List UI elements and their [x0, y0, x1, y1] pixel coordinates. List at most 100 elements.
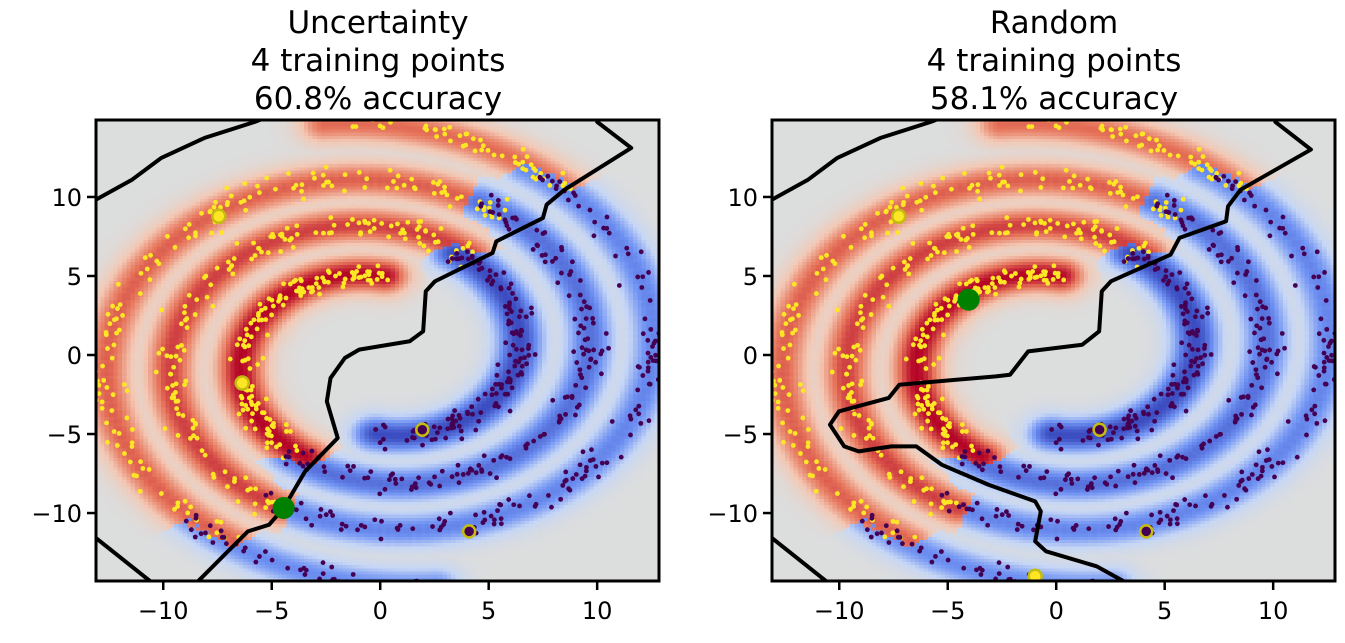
- yellow-point: [781, 311, 787, 317]
- purple-point: [439, 468, 445, 474]
- yellow-point: [848, 244, 854, 250]
- purple-point: [1019, 523, 1025, 529]
- purple-point: [647, 298, 653, 303]
- yellow-point: [1071, 221, 1076, 227]
- yellow-point: [432, 239, 438, 245]
- yellow-point: [786, 303, 792, 309]
- purple-point: [481, 453, 487, 459]
- purple-point: [1241, 394, 1246, 400]
- yellow-point: [1100, 127, 1106, 133]
- yellow-point: [858, 498, 864, 504]
- purple-point: [515, 372, 521, 378]
- yellow-point: [805, 440, 811, 446]
- yellow-point: [1038, 220, 1044, 225]
- yellow-point: [932, 310, 937, 316]
- yellow-point: [818, 255, 824, 261]
- yellow-point: [858, 382, 863, 388]
- purple-point: [636, 411, 642, 417]
- yellow-point: [945, 312, 951, 318]
- yellow-point: [928, 253, 934, 258]
- yellow-point: [1002, 179, 1007, 185]
- purple-point: [503, 340, 509, 346]
- yellow-point: [878, 275, 883, 280]
- purple-point: [576, 203, 582, 209]
- purple-point: [557, 417, 563, 423]
- purple-point: [542, 230, 548, 235]
- yellow-point: [271, 424, 276, 430]
- yellow-point: [356, 220, 362, 226]
- purple-point: [437, 483, 443, 489]
- yellow-point: [814, 459, 819, 465]
- purple-point: [518, 333, 523, 338]
- yellow-point: [177, 357, 183, 363]
- yellow-point: [941, 250, 947, 256]
- purple-point: [578, 278, 583, 283]
- purple-point: [599, 348, 605, 354]
- purple-point: [1167, 517, 1173, 523]
- purple-point: [1321, 337, 1327, 343]
- yellow-point: [928, 426, 934, 432]
- purple-point: [465, 470, 471, 476]
- yellow-point: [228, 193, 234, 199]
- yellow-point: [308, 289, 314, 295]
- random-plot: −10 −5 0 5 10 −10 −5 0 5 10: [707, 118, 1337, 625]
- yellow-point: [920, 332, 926, 338]
- purple-point: [530, 247, 536, 252]
- yellow-point: [434, 134, 440, 139]
- yellow-point: [362, 220, 368, 225]
- yellow-point: [927, 240, 932, 246]
- yellow-point: [176, 411, 181, 417]
- yellow-point: [457, 133, 463, 139]
- purple-point: [1123, 510, 1129, 516]
- yellow-point: [247, 366, 253, 371]
- yellow-point: [1192, 161, 1198, 167]
- purple-point: [601, 225, 607, 231]
- purple-point: [1210, 227, 1216, 233]
- purple-point: [1121, 416, 1127, 422]
- yellow-point: [970, 223, 976, 229]
- purple-point: [606, 345, 611, 351]
- yellow-point: [932, 317, 938, 323]
- purple-point: [1239, 411, 1244, 417]
- purple-point: [640, 331, 646, 337]
- purple-point: [558, 496, 564, 502]
- yellow-point: [114, 443, 120, 448]
- yellow-point: [441, 126, 447, 132]
- purple-point: [625, 251, 631, 257]
- yellow-point: [1071, 173, 1077, 179]
- yellow-point: [465, 243, 471, 249]
- purple-point: [1255, 375, 1261, 381]
- purple-point: [1058, 424, 1064, 430]
- yellow-point: [252, 511, 258, 517]
- purple-point: [469, 255, 475, 260]
- yellow-point: [231, 256, 237, 261]
- yellow-point: [1026, 217, 1031, 222]
- purple-point: [1155, 201, 1160, 207]
- yellow-point: [293, 443, 298, 449]
- purple-point: [899, 541, 905, 547]
- yellow-point: [414, 227, 420, 232]
- purple-point: [1015, 521, 1021, 527]
- yellow-point: [168, 354, 174, 360]
- yellow-point: [1206, 174, 1212, 180]
- purple-point: [436, 516, 442, 522]
- yellow-point: [1002, 279, 1007, 285]
- purple-point: [624, 245, 630, 251]
- yellow-point: [953, 500, 959, 506]
- yellow-point: [985, 285, 991, 290]
- yellow-point: [470, 136, 476, 142]
- yellow-point: [241, 342, 246, 348]
- purple-point: [1204, 305, 1210, 311]
- yellow-point: [807, 472, 813, 478]
- yellow-point: [986, 170, 992, 176]
- purple-point: [1323, 298, 1329, 303]
- yellow-point: [862, 235, 868, 241]
- purple-point: [443, 435, 449, 441]
- yellow-point: [442, 131, 448, 137]
- yellow-point: [963, 281, 969, 287]
- yellow-point: [882, 534, 888, 540]
- purple-point: [1164, 192, 1170, 198]
- purple-point: [345, 463, 351, 469]
- purple-point: [418, 585, 423, 590]
- yellow-point: [935, 249, 940, 255]
